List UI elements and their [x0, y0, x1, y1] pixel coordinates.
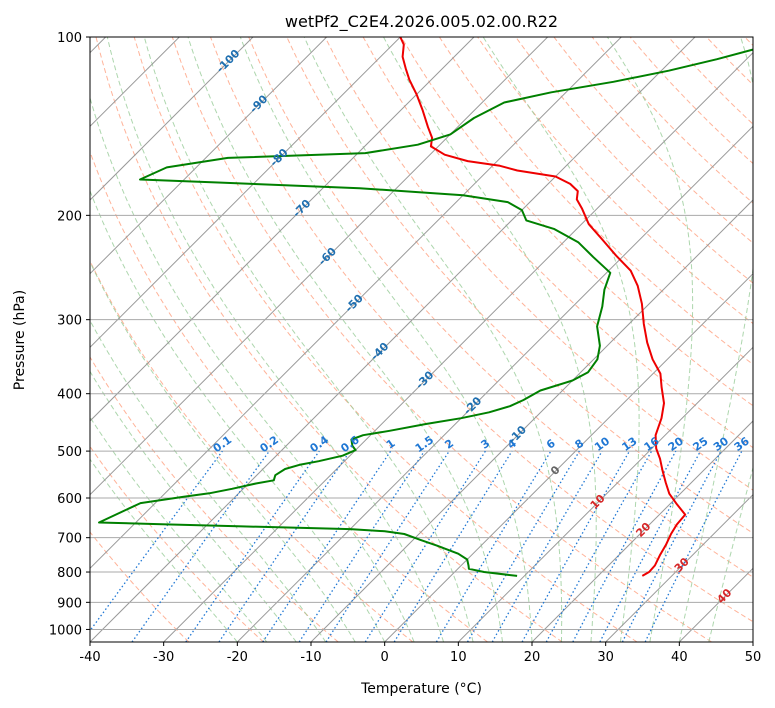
- mixing-ratio-line: [393, 450, 513, 642]
- x-axis-ticks: -40 -30 -20 -10 0 10 20 30 40 50: [79, 642, 761, 665]
- mixing-ratio-line: [545, 450, 653, 642]
- dry-adiabat-line: [248, 37, 753, 578]
- dry-adiabat-line: [95, 37, 563, 642]
- y-axis-ticks: 100 200 300 400 500 600 700 800 900 1000: [49, 31, 90, 638]
- dry-adiabat-line: [90, 445, 264, 642]
- isotherm-line: [90, 37, 328, 275]
- y-tick-label: 1000: [49, 623, 82, 638]
- dry-adiabat-line: [133, 37, 638, 642]
- moist-adiabat-line: [678, 37, 753, 642]
- dry-adiabat-line: [210, 37, 753, 623]
- mixing-ratio-line: [644, 450, 743, 642]
- isotherm-line: [162, 51, 753, 642]
- dry-adiabats: [90, 37, 753, 642]
- mixing-ratio-line: [218, 450, 351, 642]
- isotherm-line: [310, 199, 753, 642]
- moist-adiabat-line: [482, 37, 640, 642]
- x-tick-label: 40: [671, 650, 688, 665]
- dry-adiabat-line: [438, 37, 753, 366]
- moist-adiabats: [90, 37, 753, 642]
- x-tick-label: -40: [79, 650, 100, 665]
- temperature-profile-line: [399, 37, 687, 577]
- mixing-ratio-line: [185, 450, 320, 642]
- x-tick-label: 30: [597, 650, 614, 665]
- mixing-ratio-line: [572, 450, 677, 642]
- isotherm-line: [90, 37, 475, 422]
- mixing-ratio-line: [325, 450, 450, 642]
- plot-area: 0.1 0.2 0.4 0.6 1 1.5 2 3 4 6 8 10 13 16 20 25 30 36-100-…: [90, 37, 753, 642]
- isotherm-line: [90, 37, 181, 128]
- moist-adiabat-line: [106, 37, 445, 642]
- isotherm-line: [90, 37, 254, 201]
- isotherm-line: [383, 272, 753, 642]
- pressure-gridlines: [90, 37, 753, 630]
- dry-adiabat-line: [90, 356, 339, 642]
- moist-adiabat-line: [606, 37, 694, 642]
- plot-frame: [89, 36, 754, 643]
- dry-adiabat-line: [324, 37, 753, 491]
- moist-adiabat-line: [187, 37, 503, 642]
- dry-adiabat-line: [171, 37, 712, 642]
- isotherm-line: [457, 346, 753, 642]
- dry-adiabat-line: [400, 37, 753, 407]
- moist-adiabat-line: [90, 458, 238, 642]
- isotherm-line: [604, 493, 753, 642]
- dry-adiabat-line: [90, 531, 190, 642]
- y-tick-label: 200: [57, 209, 82, 224]
- y-tick-label: 900: [57, 596, 82, 611]
- y-tick-label: 300: [57, 314, 82, 329]
- y-axis-label: Pressure (hPa): [12, 290, 28, 390]
- mixing-ratio-line: [262, 450, 392, 642]
- mixing-ratio-line: [521, 450, 631, 642]
- moist-adiabat-line: [90, 416, 268, 642]
- moist-adiabat-line: [708, 466, 753, 642]
- isotherm-line: [90, 37, 549, 496]
- y-tick-label: 700: [57, 532, 82, 547]
- isotherm-line: [90, 37, 623, 570]
- x-tick-label: -30: [153, 650, 174, 665]
- x-tick-label: -20: [227, 650, 248, 665]
- y-tick-label: 400: [57, 388, 82, 403]
- x-tick-label: 10: [450, 650, 467, 665]
- dry-adiabat-line: [515, 37, 753, 284]
- moist-adiabat-line: [90, 319, 327, 642]
- mixing-ratio-line: [90, 450, 223, 632]
- chart-title: wetPf2_C2E4.2026.005.02.00.R22: [285, 12, 558, 32]
- moist-adiabat-line: [143, 37, 474, 642]
- y-tick-label: 800: [57, 566, 82, 581]
- dewpoint-profile-line: [98, 48, 753, 577]
- x-tick-label: 0: [381, 650, 389, 665]
- moist-adiabat-line: [90, 189, 386, 642]
- mixing-ratio-line: [298, 450, 425, 642]
- mixing-ratio-line: [131, 450, 270, 642]
- y-tick-label: 500: [57, 445, 82, 460]
- moist-adiabat-line: [239, 37, 533, 642]
- mixing-ratio-lines: [90, 450, 743, 642]
- x-axis-label: Temperature (°C): [360, 681, 482, 697]
- dry-adiabat-line: [90, 150, 488, 642]
- moist-adiabat-line: [303, 37, 563, 642]
- isotherm-line: [531, 420, 753, 642]
- isotherm-line: [90, 37, 402, 349]
- sounding-series: [98, 37, 753, 577]
- x-tick-label: 50: [745, 650, 762, 665]
- isotherms: [90, 37, 753, 642]
- moist-adiabat-line: [383, 37, 597, 642]
- x-tick-label: 20: [524, 650, 541, 665]
- y-tick-label: 600: [57, 492, 82, 507]
- y-tick-label: 100: [57, 31, 82, 46]
- isotherm-line: [90, 37, 696, 642]
- isotherm-line: [236, 125, 753, 642]
- x-tick-label: -10: [300, 650, 321, 665]
